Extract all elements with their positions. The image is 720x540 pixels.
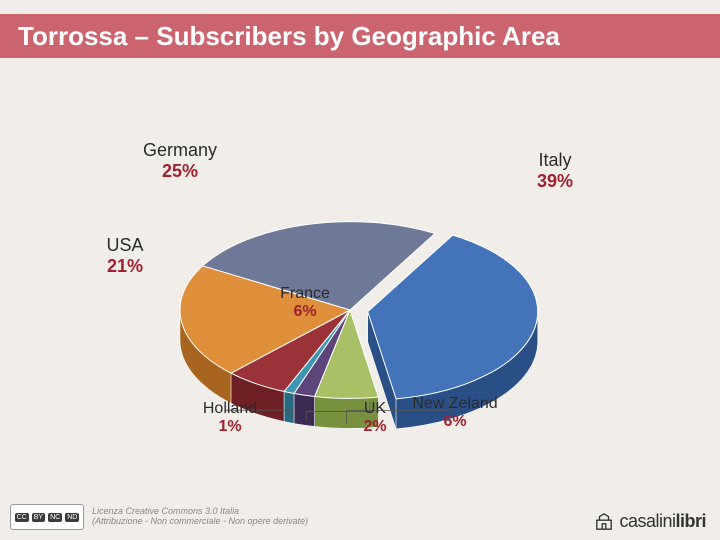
slice-label-france: France6% [250,285,360,322]
brand-prefix: casalini [619,511,675,531]
cc-text: Licenza Creative Commons 3.0 Italia (Att… [92,507,308,527]
slice-label-uk: UK2% [320,400,430,437]
slice-label-germany: Germany25% [125,140,235,181]
slice-label-italy: Italy39% [500,150,610,191]
brand-mark-icon [595,513,613,531]
cc-seg: NC [48,513,62,522]
page-title: Torrossa – Subscribers by Geographic Are… [0,21,560,52]
brand-name: casalinilibri [619,511,706,532]
slice-label-holland: Holland1% [175,400,285,437]
brand-bold: libri [675,511,706,531]
cc-badge-icon: CC BY NC ND [10,504,84,530]
cc-seg: CC [15,513,29,522]
title-bar: Torrossa – Subscribers by Geographic Are… [0,14,720,58]
cc-seg: ND [65,513,79,522]
brand-logo: casalinilibri [595,511,706,532]
cc-line2: (Attribuzione - Non commerciale - Non op… [92,517,308,527]
slice-label-usa: USA21% [70,235,180,276]
cc-seg: BY [32,513,45,522]
cc-footer: CC BY NC ND Licenza Creative Commons 3.0… [10,504,308,530]
